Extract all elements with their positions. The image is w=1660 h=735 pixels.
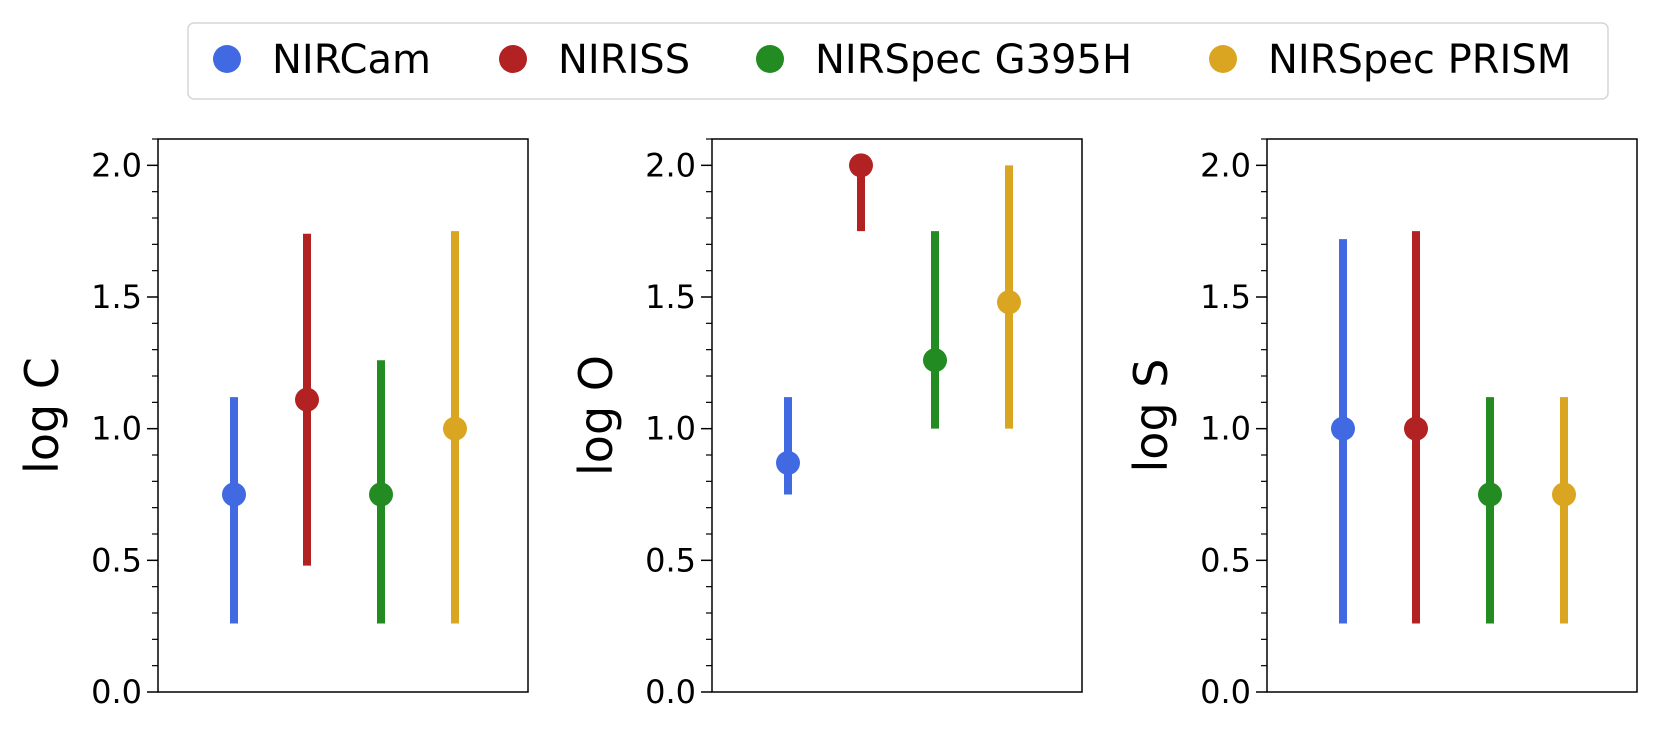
point-nirspec-g395h [369, 482, 393, 507]
y-tick-label: 2.0 [645, 146, 696, 184]
y-tick-label: 0.0 [645, 673, 696, 711]
y-tick-label: 0.5 [1200, 541, 1251, 579]
legend-entry-niriss: NIRISS [499, 37, 690, 83]
panel-log-s: 0.0 0.5 1.0 1.5 2.0 log S [1124, 138, 1638, 711]
legend-entry-nirspec-prism: NIRSpec PRISM [1209, 37, 1571, 83]
point-nircam [1331, 416, 1355, 441]
legend-marker-nirspec-g395h [756, 45, 784, 73]
legend-label-nirspec-g395h: NIRSpec G395H [815, 37, 1132, 83]
panel-log-c-frame [157, 138, 529, 693]
point-nirspec-prism [443, 416, 467, 441]
y-axis-label: log S [1124, 359, 1178, 473]
legend-entry-nircam: NIRCam [213, 37, 431, 83]
legend-marker-niriss [499, 45, 527, 73]
y-tick-label: 1.5 [1200, 278, 1251, 316]
panel-log-c: 0.0 0.5 1.0 1.5 2.0 log C [15, 138, 529, 711]
y-tick-label: 1.5 [91, 278, 142, 316]
point-niriss [295, 387, 319, 412]
legend-marker-nirspec-prism [1209, 45, 1237, 73]
point-niriss [849, 153, 873, 178]
y-tick-label: 0.0 [91, 673, 142, 711]
point-nircam [776, 450, 800, 475]
legend-label-niriss: NIRISS [558, 37, 690, 83]
legend-frame [187, 22, 1609, 100]
panel-log-o: 0.0 0.5 1.0 1.5 2.0 log O [569, 138, 1083, 711]
y-tick-label: 0.5 [645, 541, 696, 579]
legend: NIRCam NIRISS NIRSpec G395H NIRSpec PRIS… [187, 22, 1609, 100]
panel-log-o-frame [711, 138, 1083, 693]
y-tick-label: 0.5 [91, 541, 142, 579]
legend-marker-nircam [213, 45, 241, 73]
y-tick-label: 1.0 [91, 410, 142, 448]
y-axis-label: log O [569, 355, 623, 476]
point-nirspec-g395h [923, 348, 947, 373]
y-tick-label: 1.5 [645, 278, 696, 316]
y-tick-label: 2.0 [91, 146, 142, 184]
point-nircam [222, 482, 246, 507]
legend-label-nircam: NIRCam [272, 37, 431, 83]
point-nirspec-g395h [1478, 482, 1502, 507]
y-tick-label: 0.0 [1200, 673, 1251, 711]
panels: 0.0 0.5 1.0 1.5 2.0 log C 0.0 0.5 1.0 1.5 2.0 log O… [15, 138, 1638, 711]
legend-label-nirspec-prism: NIRSpec PRISM [1268, 37, 1571, 83]
point-niriss [1404, 416, 1428, 441]
legend-entry-nirspec-g395h: NIRSpec G395H [756, 37, 1132, 83]
panel-log-s-frame [1266, 138, 1638, 693]
y-tick-label: 1.0 [645, 410, 696, 448]
point-nirspec-prism [997, 290, 1021, 315]
y-tick-label: 1.0 [1200, 410, 1251, 448]
y-axis-label: log C [15, 357, 69, 474]
y-tick-label: 2.0 [1200, 146, 1251, 184]
point-nirspec-prism [1552, 482, 1576, 507]
